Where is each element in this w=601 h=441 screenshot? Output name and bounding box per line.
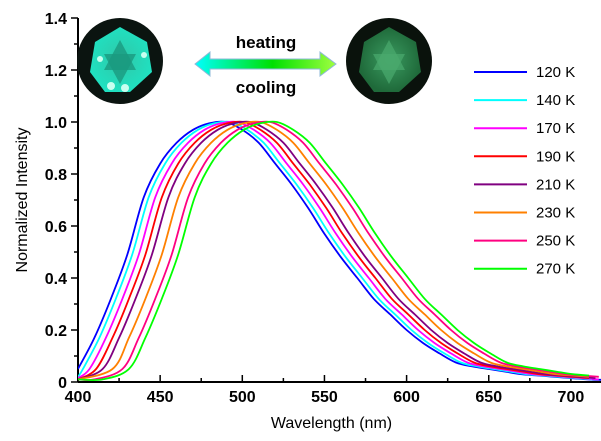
legend-label: 270 K (536, 261, 575, 278)
legend-item: 120 K (474, 64, 575, 81)
legend-item: 210 K (474, 176, 575, 193)
legend-label: 210 K (536, 176, 575, 193)
series-line-230k (78, 120, 590, 381)
crystal-photo-cold (77, 18, 163, 104)
annotation-cooling: cooling (236, 78, 296, 97)
y-axis-label: Normalized Intensity (14, 128, 31, 273)
x-tick-label: 650 (475, 389, 502, 406)
y-tick-label: 0.6 (45, 219, 67, 236)
annotation-heating: heating (236, 33, 296, 52)
y-tick-label: 0 (58, 375, 67, 392)
y-tick-label: 0.2 (45, 323, 67, 340)
legend-item: 190 K (474, 148, 575, 165)
series-line-170k (78, 120, 599, 381)
series-line-140k (78, 120, 593, 381)
legend-item: 270 K (474, 261, 575, 278)
legend-label: 170 K (536, 120, 575, 137)
x-tick-label: 550 (311, 389, 338, 406)
x-axis-label: Wavelength (nm) (271, 415, 392, 432)
legend-label: 190 K (536, 148, 575, 165)
legend-label: 140 K (536, 92, 575, 109)
series-line-210k (78, 120, 596, 381)
crystal-photo-warm (346, 18, 432, 104)
x-tick-label: 500 (229, 389, 256, 406)
legend-item: 170 K (474, 120, 575, 137)
legend-item: 230 K (474, 205, 575, 222)
legend-label: 250 K (536, 233, 575, 250)
x-tick-label: 450 (147, 389, 174, 406)
y-tick-label: 1.4 (45, 11, 67, 28)
x-tick-label: 600 (393, 389, 420, 406)
series-line-250k (78, 120, 599, 382)
heating-cooling-arrow (194, 50, 337, 78)
legend-label: 120 K (536, 64, 575, 81)
y-tick-label: 1.2 (45, 63, 67, 80)
x-tick-label: 400 (65, 389, 92, 406)
legend-item: 140 K (474, 92, 575, 109)
x-tick-label: 700 (558, 389, 585, 406)
legend-item: 250 K (474, 233, 575, 250)
series-line-270k (78, 120, 590, 382)
series-line-120k (78, 120, 601, 381)
y-tick-label: 0.4 (45, 271, 67, 288)
series-line-190k (78, 120, 590, 381)
legend-label: 230 K (536, 205, 575, 222)
y-tick-label: 0.8 (45, 167, 67, 184)
y-tick-label: 1.0 (45, 115, 67, 132)
